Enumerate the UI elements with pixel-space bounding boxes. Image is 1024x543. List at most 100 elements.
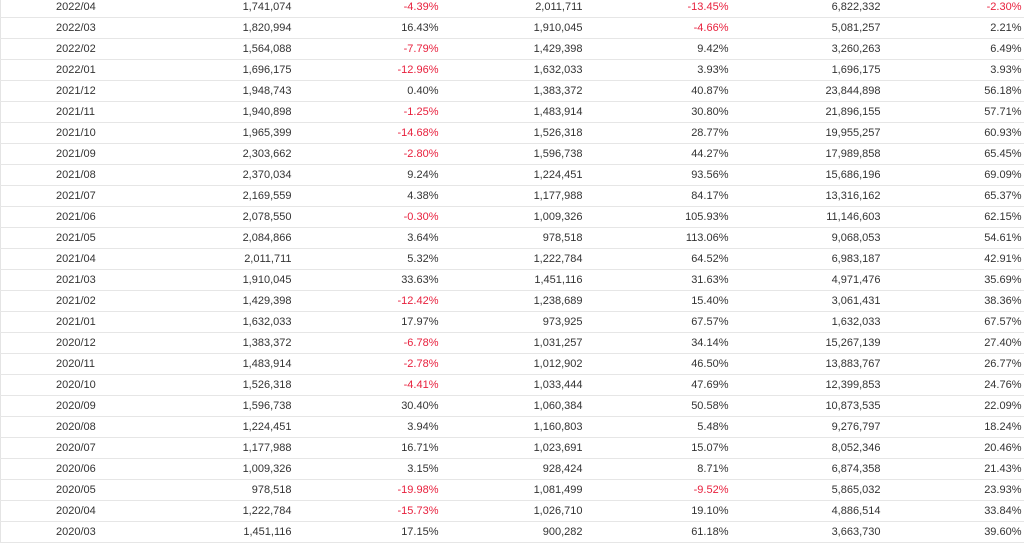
cell-cumulative: 1,632,033 [735, 312, 886, 333]
cell-month: 2021/06 [1, 207, 161, 228]
cell-cumulative: 3,260,263 [735, 39, 886, 60]
cell-cumulative: 3,061,431 [735, 291, 886, 312]
cell-month: 2020/07 [1, 438, 161, 459]
cell-value-b: 978,518 [441, 228, 589, 249]
cell-change-b: 15.40% [589, 291, 735, 312]
cell-cumulative: 3,663,730 [735, 522, 886, 543]
cell-value-a: 1,177,988 [161, 438, 298, 459]
cell-cumulative: 5,081,257 [735, 18, 886, 39]
cell-value-b: 1,451,116 [441, 270, 589, 291]
cell-change-b: -13.45% [589, 0, 735, 18]
cell-value-a: 2,169,559 [161, 186, 298, 207]
cell-value-a: 1,451,116 [161, 522, 298, 543]
cell-cumulative: 6,983,187 [735, 249, 886, 270]
cell-cumulative-change: 21.43% [886, 459, 1024, 480]
cell-cumulative-change: 27.40% [886, 333, 1024, 354]
cell-cumulative-change: 22.09% [886, 396, 1024, 417]
cell-value-b: 1,632,033 [441, 60, 589, 81]
cell-cumulative: 19,955,257 [735, 123, 886, 144]
cell-cumulative-change: 42.91% [886, 249, 1024, 270]
cell-cumulative: 6,822,332 [735, 0, 886, 18]
cell-value-a: 2,011,711 [161, 249, 298, 270]
cell-value-a: 2,370,034 [161, 165, 298, 186]
cell-value-b: 1,526,318 [441, 123, 589, 144]
cell-change-b: 9.42% [589, 39, 735, 60]
cell-month: 2020/09 [1, 396, 161, 417]
cell-change-a: 3.94% [298, 417, 441, 438]
cell-cumulative-change: 65.45% [886, 144, 1024, 165]
cell-change-b: 47.69% [589, 375, 735, 396]
cell-month: 2021/12 [1, 81, 161, 102]
cell-value-b: 1,160,803 [441, 417, 589, 438]
cell-value-a: 1,940,898 [161, 102, 298, 123]
cell-cumulative-change: 57.71% [886, 102, 1024, 123]
cell-change-a: 9.24% [298, 165, 441, 186]
cell-cumulative: 11,146,603 [735, 207, 886, 228]
cell-change-a: -6.78% [298, 333, 441, 354]
cell-month: 2020/04 [1, 501, 161, 522]
cell-change-a: -2.78% [298, 354, 441, 375]
cell-value-b: 1,026,710 [441, 501, 589, 522]
cell-month: 2020/05 [1, 480, 161, 501]
cell-change-b: 67.57% [589, 312, 735, 333]
cell-change-b: 30.80% [589, 102, 735, 123]
cell-cumulative: 17,989,858 [735, 144, 886, 165]
cell-cumulative-change: 54.61% [886, 228, 1024, 249]
cell-cumulative: 15,686,196 [735, 165, 886, 186]
cell-change-a: -19.98% [298, 480, 441, 501]
cell-change-a: 3.15% [298, 459, 441, 480]
cell-value-a: 2,078,550 [161, 207, 298, 228]
cell-cumulative: 12,399,853 [735, 375, 886, 396]
cell-value-a: 1,222,784 [161, 501, 298, 522]
cell-cumulative: 1,696,175 [735, 60, 886, 81]
cell-change-a: -12.42% [298, 291, 441, 312]
cell-change-b: 19.10% [589, 501, 735, 522]
cell-value-b: 1,033,444 [441, 375, 589, 396]
cell-change-a: -1.25% [298, 102, 441, 123]
cell-change-a: -14.68% [298, 123, 441, 144]
cell-change-a: 17.97% [298, 312, 441, 333]
cell-change-a: -0.30% [298, 207, 441, 228]
cell-cumulative: 9,068,053 [735, 228, 886, 249]
cell-change-b: 28.77% [589, 123, 735, 144]
cell-value-b: 1,383,372 [441, 81, 589, 102]
cell-cumulative: 8,052,346 [735, 438, 886, 459]
cell-cumulative-change: 39.60% [886, 522, 1024, 543]
cell-value-a: 1,948,743 [161, 81, 298, 102]
cell-month: 2021/11 [1, 102, 161, 123]
cell-cumulative: 13,883,767 [735, 354, 886, 375]
cell-value-b: 1,031,257 [441, 333, 589, 354]
cell-value-a: 1,820,994 [161, 18, 298, 39]
cell-cumulative-change: 38.36% [886, 291, 1024, 312]
cell-value-b: 900,282 [441, 522, 589, 543]
cell-change-a: -4.39% [298, 0, 441, 18]
cell-cumulative-change: 3.93% [886, 60, 1024, 81]
cell-change-a: 3.64% [298, 228, 441, 249]
cell-change-a: 33.63% [298, 270, 441, 291]
cell-change-a: 5.32% [298, 249, 441, 270]
cell-change-a: -2.80% [298, 144, 441, 165]
cell-value-b: 1,224,451 [441, 165, 589, 186]
cell-value-b: 1,081,499 [441, 480, 589, 501]
cell-value-a: 1,910,045 [161, 270, 298, 291]
cell-month: 2021/04 [1, 249, 161, 270]
cell-change-b: -9.52% [589, 480, 735, 501]
cell-cumulative: 23,844,898 [735, 81, 886, 102]
cell-month: 2021/02 [1, 291, 161, 312]
cell-change-a: 4.38% [298, 186, 441, 207]
cell-month: 2021/05 [1, 228, 161, 249]
